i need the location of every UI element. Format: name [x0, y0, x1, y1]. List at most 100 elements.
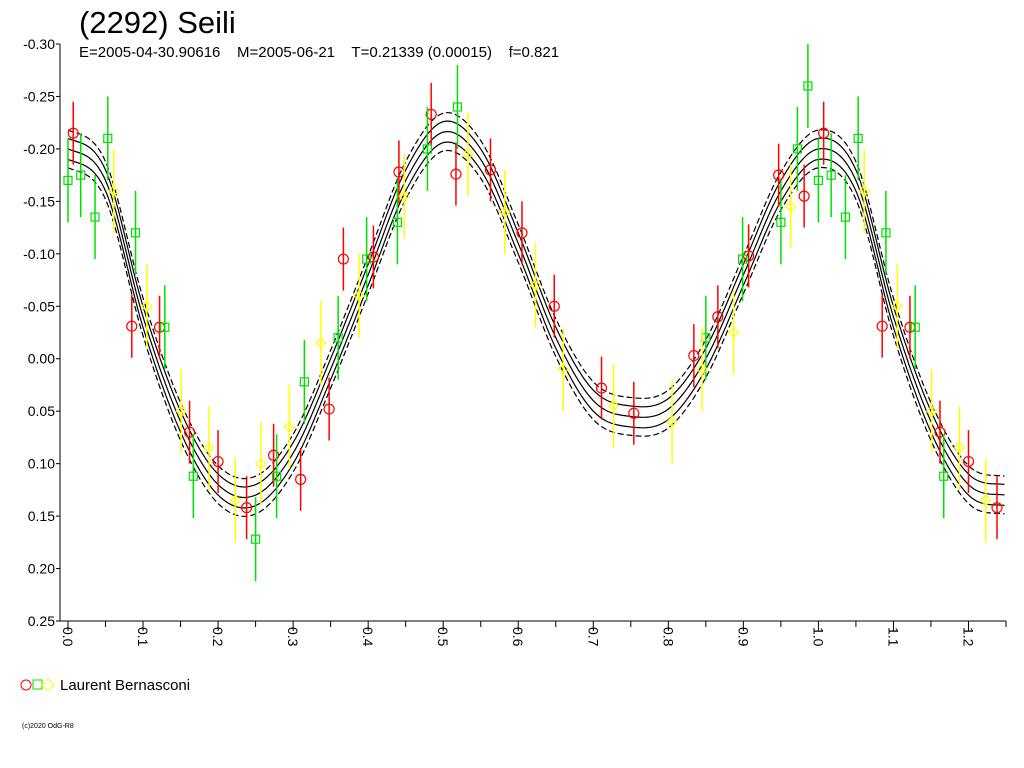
data-point-circle: [323, 403, 335, 415]
data-point-diamond: [727, 326, 740, 339]
data-point-circle: [743, 250, 755, 262]
data-point-square: [803, 81, 813, 91]
data-point-square: [333, 333, 343, 343]
data-point-circle: [934, 426, 946, 438]
data-point-circle: [991, 502, 1003, 514]
y-tick-label: -0.15: [23, 193, 55, 209]
y-tick-label: 0.15: [28, 508, 55, 524]
x-tick-label: 1.2: [960, 627, 976, 647]
data-point-circle: [212, 455, 224, 468]
data-point-circle: [798, 190, 810, 202]
x-tick-label: 0.2: [210, 627, 226, 647]
copyright-text: (c)2020 OdG-R8: [22, 723, 74, 730]
data-points: [63, 44, 1003, 582]
data-point-square: [826, 170, 836, 180]
data-point-circle: [773, 169, 785, 181]
data-point-diamond: [979, 494, 992, 507]
data-point-diamond: [557, 363, 570, 376]
data-point-circle: [67, 127, 79, 139]
data-point-square: [392, 217, 403, 227]
data-point-circle: [450, 168, 462, 180]
chart-title: (2292) Seili: [79, 5, 236, 40]
legend-diamond-marker: [41, 678, 55, 692]
data-point-diamond: [696, 363, 708, 376]
data-point-diamond: [175, 405, 188, 418]
data-point-diamond: [784, 200, 797, 213]
data-point-circle: [688, 349, 700, 362]
data-point-diamond: [255, 457, 267, 470]
x-tick-label: 1.1: [885, 627, 901, 647]
data-point-diamond: [353, 289, 366, 302]
data-point-circle: [595, 382, 608, 394]
data-point-circle: [268, 449, 280, 461]
data-point-square: [792, 144, 802, 154]
legend-label: Laurent Bernasconi: [60, 677, 190, 694]
y-tick-label: -0.20: [23, 141, 55, 157]
data-point-square: [362, 254, 372, 264]
data-point-circle: [484, 164, 497, 176]
data-point-diamond: [398, 190, 411, 202]
data-point-square: [939, 471, 949, 481]
data-point-diamond: [107, 185, 120, 197]
x-tick-label: 0.0: [60, 627, 76, 647]
data-point-circle: [712, 311, 724, 323]
y-tick-label: -0.30: [23, 36, 55, 52]
data-point-square: [251, 534, 261, 544]
data-point-diamond: [462, 148, 474, 161]
y-ticks: -0.30 -0.25 -0.20 -0.15 -0.10 -0.05 0.00 0.05 0.…: [23, 36, 60, 629]
data-point-circle: [876, 320, 888, 332]
data-point-square: [103, 133, 113, 144]
legend-circle-marker: [20, 679, 32, 691]
x-tick-label: 0.9: [735, 627, 751, 647]
data-point-diamond: [858, 185, 871, 197]
data-point-diamond: [925, 405, 938, 418]
data-point-circle: [425, 108, 437, 120]
data-point-diamond: [607, 400, 620, 412]
data-point-diamond: [529, 279, 542, 292]
y-tick-label: -0.05: [23, 298, 55, 314]
data-point-square: [853, 133, 863, 144]
data-point-circle: [183, 426, 196, 438]
data-point-diamond: [140, 300, 153, 313]
data-point-square: [840, 212, 851, 222]
y-tick-label: -0.25: [23, 88, 55, 104]
y-tick-label: 0.00: [28, 351, 55, 367]
data-point-square: [910, 322, 920, 332]
data-point-circle: [337, 253, 349, 265]
chart-subtitle: E=2005-04-30.90616 M=2005-06-21 T=0.2133…: [79, 44, 559, 61]
data-point-circle: [628, 407, 640, 419]
data-point-circle: [516, 227, 528, 239]
data-point-diamond: [283, 421, 296, 433]
x-tick-label: 0.5: [435, 627, 451, 647]
x-tick-label: 0.1: [135, 627, 151, 647]
data-point-circle: [126, 320, 138, 332]
axes: [59, 44, 1006, 622]
data-point-square: [422, 144, 433, 154]
data-point-diamond: [203, 442, 215, 454]
x-tick-label: 0.7: [585, 627, 601, 647]
data-point-circle: [240, 502, 253, 514]
data-point-square: [776, 217, 786, 227]
data-point-square: [90, 212, 100, 222]
y-tick-label: 0.25: [28, 613, 55, 629]
data-point-square: [299, 377, 309, 387]
x-tick-label: 0.4: [360, 627, 376, 647]
data-point-diamond: [666, 415, 678, 428]
data-point-diamond: [315, 337, 327, 349]
data-point-square: [272, 471, 282, 481]
data-point-circle: [548, 300, 560, 312]
data-point-diamond: [229, 494, 242, 507]
data-point-square: [738, 254, 748, 264]
legend-square-marker: [32, 679, 43, 690]
data-point-diamond: [953, 442, 966, 454]
data-point-circle: [295, 473, 307, 485]
data-point-square: [160, 322, 170, 332]
data-point-square: [63, 175, 73, 185]
data-point-square: [76, 170, 86, 180]
x-tick-label: 0.8: [660, 627, 676, 647]
y-tick-label: 0.10: [28, 456, 55, 472]
y-tick-label: -0.10: [23, 246, 55, 262]
x-tick-label: 1.0: [810, 627, 826, 647]
data-point-square: [130, 228, 141, 238]
